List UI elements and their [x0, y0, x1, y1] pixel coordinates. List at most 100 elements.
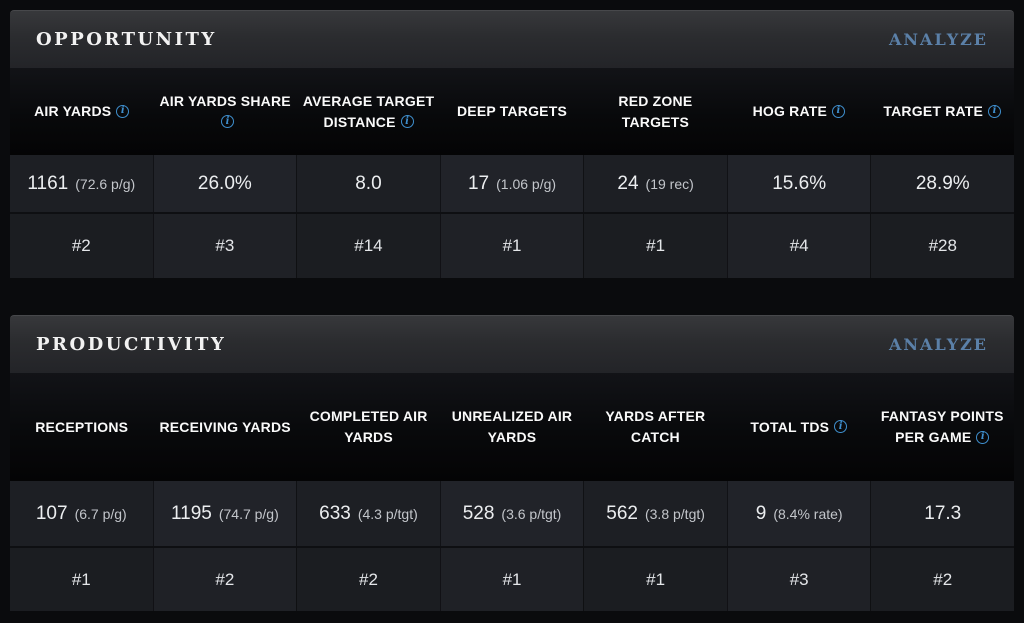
info-icon[interactable]: i: [976, 430, 990, 444]
column-header-label: AIR YARDS: [34, 103, 112, 119]
column-header-label-wrap: YARDS AFTER CATCH: [590, 406, 721, 448]
stat-rank: #4: [789, 236, 809, 255]
column-header-label-wrap: AVERAGE TARGET DISTANCE i: [303, 91, 434, 133]
info-icon[interactable]: i: [221, 115, 235, 128]
stat-note: (3.6 p/tgt): [501, 505, 562, 522]
stat-rank-cell: #1: [439, 548, 584, 611]
column-header-cell: AIR YARDS SHARE i: [153, 68, 296, 155]
column-header-cell: RECEPTIONS: [10, 373, 153, 481]
stat-value: 8.0: [355, 172, 382, 194]
stat-rank: #1: [71, 569, 91, 589]
column-header-label: FANTASY POINTS PER GAME: [880, 408, 1004, 445]
column-header-label-wrap: TARGET RATE i: [883, 101, 1002, 122]
column-header-cell: COMPLETED AIR YARDS: [297, 373, 440, 481]
stat-value: 1195: [170, 502, 212, 524]
column-header-label: HOG RATE: [752, 103, 828, 119]
stat-rank-cell: #1: [583, 548, 727, 611]
stat-value: 15.6%: [772, 172, 827, 194]
column-header-label: AIR YARDS SHARE: [159, 92, 291, 109]
stat-value-cell: 528 (3.6 p/tgt): [439, 481, 584, 546]
stat-value-cell: 1195 (74.7 p/g): [152, 481, 297, 546]
stat-value-cell: 15.6%: [726, 155, 871, 212]
stat-note: (74.7 p/g): [218, 505, 279, 522]
column-header-label: TARGET RATE: [883, 103, 984, 119]
stat-value: 107: [35, 502, 68, 524]
stat-value-cell: 1161 (72.6 p/g): [10, 155, 153, 212]
stat-rank-cell: #3: [152, 214, 297, 278]
analyze-link[interactable]: ANALYZE: [889, 335, 988, 354]
column-header-label: RED ZONE TARGETS: [618, 92, 693, 130]
stat-value-cell: 28.9%: [870, 155, 1015, 212]
info-icon[interactable]: i: [400, 115, 414, 128]
stat-value-cell: 17.3: [870, 481, 1015, 546]
info-icon[interactable]: i: [834, 420, 848, 433]
column-header-label: DEEP TARGETS: [456, 103, 567, 119]
column-header-label-wrap: UNREALIZED AIR YARDS: [446, 406, 577, 448]
stat-note: (3.8 p/tgt): [644, 505, 705, 522]
column-header-row: AIR YARDS i AIR YARDS SHAREi AVERAGE TARGET…: [10, 68, 1014, 155]
column-header-row: RECEPTIONS RECEIVING YARDS COMPLETED AIR Y…: [10, 373, 1014, 481]
stat-rank: #3: [789, 569, 809, 589]
stat-value-cell: 107 (6.7 p/g): [10, 481, 153, 546]
stat-rank: #2: [71, 236, 91, 255]
stat-note: (1.06 p/g): [496, 175, 557, 192]
column-header-label: RECEIVING YARDS: [159, 418, 291, 435]
productivity-card: PRODUCTIVITY ANALYZE RECEPTIONS RECEIVING…: [10, 315, 1015, 611]
values-row: 1161 (72.6 p/g) 26.0% 8.0 17 (1.06 p/g) 24 (19 …: [10, 155, 1015, 212]
column-header-label-wrap: AIR YARDS i: [34, 101, 130, 122]
stat-value-cell: 8.0: [296, 155, 440, 212]
stat-rank: #2: [215, 569, 235, 589]
stat-note: (4.3 p/tgt): [357, 505, 418, 522]
stat-rank-cell: #3: [726, 548, 871, 611]
column-header-label: AVERAGE TARGET DISTANCE: [302, 92, 435, 130]
stat-value-cell: 562 (3.8 p/tgt): [583, 481, 727, 546]
stat-rank: #1: [502, 236, 522, 255]
column-header-cell: HOG RATE i: [727, 68, 870, 155]
column-header-label: YARDS AFTER CATCH: [605, 408, 706, 445]
stat-value-cell: 17 (1.06 p/g): [439, 155, 584, 212]
stat-value: 28.9%: [915, 172, 970, 194]
column-header-label-wrap: FANTASY POINTS PER GAME i: [877, 406, 1008, 448]
column-header-cell: YARDS AFTER CATCH: [584, 373, 727, 481]
stat-rank-cell: #4: [726, 214, 871, 278]
column-header-cell: TOTAL TDS i: [727, 373, 870, 481]
column-header-label: RECEPTIONS: [35, 418, 129, 435]
column-header-label-wrap: HOG RATE i: [752, 101, 846, 122]
stat-rank-cell: #1: [583, 214, 727, 278]
stat-rank-cell: #1: [10, 548, 153, 611]
stat-rank: #14: [354, 236, 383, 255]
stat-value-cell: 24 (19 rec): [583, 155, 727, 212]
stat-rank-cell: #2: [10, 214, 153, 278]
card-header-bar: PRODUCTIVITY ANALYZE: [10, 315, 1014, 373]
stat-value-cell: 26.0%: [152, 155, 297, 212]
stat-value: 17: [467, 172, 490, 194]
column-header-label: UNREALIZED AIR YARDS: [451, 408, 573, 445]
column-header-cell: RED ZONE TARGETS: [584, 68, 727, 155]
card-header-bar: OPPORTUNITY ANALYZE: [10, 10, 1014, 68]
stat-note: (8.4% rate): [773, 505, 843, 522]
stat-note: (6.7 p/g): [74, 505, 127, 522]
section-title: OPPORTUNITY: [36, 29, 217, 50]
stat-note: (19 rec): [645, 175, 694, 192]
stat-rank: #28: [928, 236, 957, 255]
column-header-label-wrap: RED ZONE TARGETS: [590, 91, 721, 133]
stat-value-cell: 633 (4.3 p/tgt): [296, 481, 440, 546]
stat-rank: #1: [646, 236, 666, 255]
info-icon[interactable]: i: [988, 104, 1002, 118]
column-header-label-wrap: TOTAL TDS i: [750, 417, 848, 438]
stat-value: 24: [617, 172, 639, 194]
info-icon[interactable]: i: [116, 104, 130, 118]
column-header-label-wrap: AIR YARDS SHARE i: [159, 91, 291, 133]
info-icon[interactable]: i: [832, 104, 846, 118]
column-header-cell: RECEIVING YARDS: [153, 373, 296, 481]
column-header-cell: TARGET RATE i: [871, 68, 1014, 155]
column-header-cell: UNREALIZED AIR YARDS: [440, 373, 583, 481]
analyze-link[interactable]: ANALYZE: [889, 30, 988, 49]
opportunity-card: OPPORTUNITY ANALYZE AIR YARDS i AIR YARDS …: [10, 10, 1015, 278]
column-header-cell: FANTASY POINTS PER GAME i: [871, 373, 1014, 481]
values-row: 107 (6.7 p/g) 1195 (74.7 p/g) 633 (4.3 p/tgt)…: [10, 481, 1015, 546]
column-header-cell: AIR YARDS i: [10, 68, 153, 155]
stat-rank: #2: [358, 569, 378, 589]
stat-rank-cell: #2: [870, 548, 1015, 611]
